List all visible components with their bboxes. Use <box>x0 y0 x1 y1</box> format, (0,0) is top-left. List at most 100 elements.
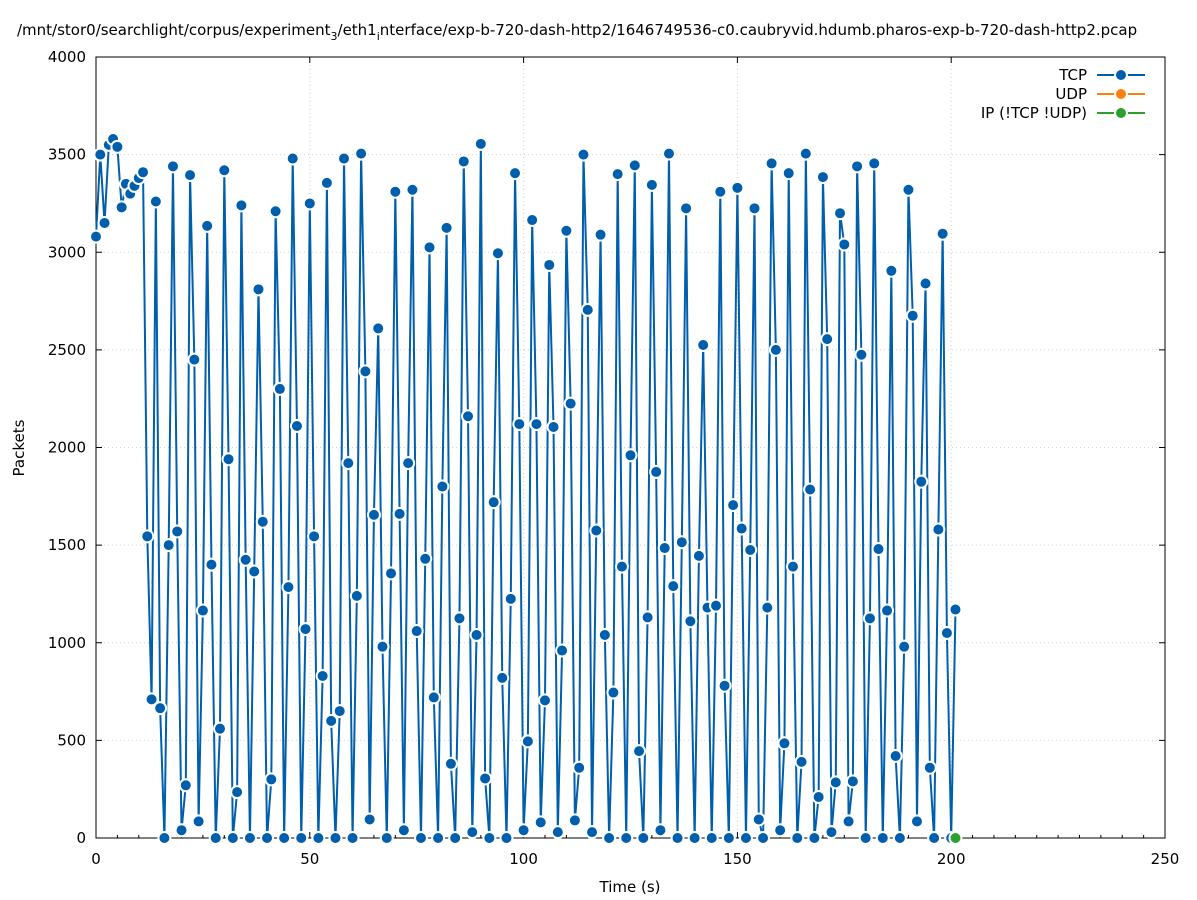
data-point <box>332 704 347 719</box>
data-point <box>140 529 155 544</box>
legend-marker-swatch <box>1114 87 1128 101</box>
data-point <box>644 177 659 192</box>
data-point <box>110 139 125 154</box>
data-point <box>195 603 210 618</box>
data-point <box>666 579 681 594</box>
y-tick-label: 1500 <box>48 536 86 554</box>
data-point <box>726 498 741 513</box>
data-point <box>277 831 292 845</box>
data-point <box>165 159 180 174</box>
data-point <box>422 240 437 255</box>
data-point <box>537 693 552 708</box>
data-point <box>730 180 745 195</box>
data-point <box>563 396 578 411</box>
data-point <box>298 622 313 637</box>
data-point <box>653 823 668 838</box>
data-point <box>738 831 753 845</box>
data-point <box>178 778 193 793</box>
data-point <box>880 603 895 618</box>
data-point <box>602 831 617 845</box>
data-point <box>948 831 963 845</box>
data-point <box>922 760 937 775</box>
data-point <box>392 506 407 521</box>
data-point <box>469 627 484 642</box>
data-point <box>948 602 963 617</box>
data-point <box>251 282 266 297</box>
data-point <box>89 229 103 244</box>
data-point <box>289 419 304 434</box>
data-point <box>200 218 215 233</box>
data-point <box>136 165 151 180</box>
data-point <box>636 831 651 845</box>
data-point <box>354 146 369 161</box>
data-point <box>170 524 185 539</box>
data-point <box>508 166 523 181</box>
data-point <box>888 748 903 763</box>
data-point <box>768 342 783 357</box>
chart-title-part-rest: nterface/exp-b-720-dash-http2/1646749536… <box>380 21 1137 39</box>
data-point <box>486 495 501 510</box>
data-point <box>148 194 163 209</box>
y-axis-label: Packets <box>10 419 28 476</box>
y-tick-label: 2500 <box>48 341 86 359</box>
data-point <box>837 237 852 252</box>
legend-label: TCP <box>1058 66 1087 84</box>
data-point <box>713 184 728 199</box>
data-point <box>867 156 882 171</box>
data-point <box>794 754 809 769</box>
data-point <box>623 448 638 463</box>
data-point <box>875 831 890 845</box>
data-point <box>337 151 352 166</box>
data-point <box>413 831 428 845</box>
data-point <box>760 600 775 615</box>
data-point <box>884 263 899 278</box>
data-point <box>905 308 920 323</box>
data-point <box>482 831 497 845</box>
data-point <box>345 831 360 845</box>
data-point <box>691 548 706 563</box>
y-tick-label: 4000 <box>48 48 86 66</box>
series-markers <box>89 132 963 845</box>
data-point <box>585 825 600 840</box>
x-axis-label: Time (s) <box>599 878 661 896</box>
data-point <box>247 564 262 579</box>
chart-title-part-mid: /eth1 <box>338 21 377 39</box>
data-point <box>435 479 450 494</box>
data-point <box>764 156 779 171</box>
data-point <box>820 332 835 347</box>
data-point <box>610 167 625 182</box>
data-point <box>264 772 279 787</box>
data-point <box>93 147 108 162</box>
data-point <box>935 226 950 241</box>
data-point <box>687 831 702 845</box>
data-point <box>833 206 848 221</box>
tick-labels: 0 50 100 150 200 2500500100015002000250030003… <box>48 48 1180 868</box>
data-point <box>927 831 942 845</box>
data-point <box>272 381 287 396</box>
data-point <box>815 170 830 185</box>
chart-title: /mnt/stor0/searchlight/corpus/experiment… <box>17 21 1137 43</box>
data-point <box>144 692 159 707</box>
data-point <box>217 163 232 178</box>
data-point <box>807 831 822 845</box>
data-point <box>153 701 168 716</box>
data-point <box>315 668 330 683</box>
data-point <box>670 831 685 845</box>
data-point <box>850 159 865 174</box>
data-point <box>191 814 206 829</box>
y-tick-label: 3500 <box>48 146 86 164</box>
data-point <box>431 831 446 845</box>
y-tick-label: 2000 <box>48 439 86 457</box>
data-point <box>426 690 441 705</box>
data-point <box>311 831 326 845</box>
data-point <box>448 831 463 845</box>
data-point <box>640 610 655 625</box>
data-point <box>674 535 689 550</box>
data-point <box>798 146 813 161</box>
data-point <box>307 529 322 544</box>
data-point <box>550 825 565 840</box>
data-point <box>627 158 642 173</box>
data-point <box>341 456 356 471</box>
